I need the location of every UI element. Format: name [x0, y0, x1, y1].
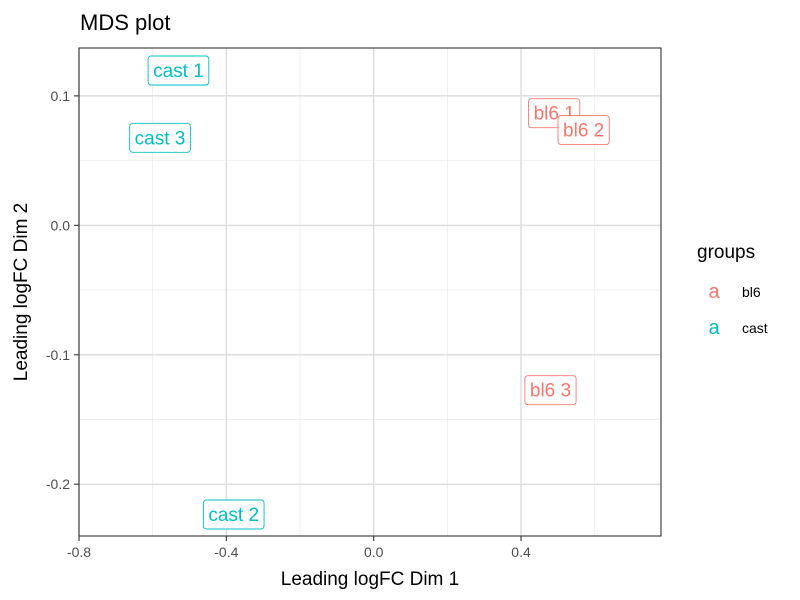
x-tick-label: -0.8	[67, 544, 91, 560]
legend: groups a bl6 a cast	[697, 242, 768, 339]
legend-entries: a bl6 a cast	[708, 281, 767, 339]
panel-border	[78, 47, 662, 537]
legend-key-glyph: a	[708, 281, 720, 303]
y-axis: -0.2 -0.1 0.0 0.1	[46, 88, 79, 492]
x-axis-title: Leading logFC Dim 1	[281, 569, 459, 590]
point-label-text: cast 2	[208, 505, 259, 526]
x-axis: -0.8 -0.4 0.0 0.4	[67, 536, 531, 560]
point-label-box	[524, 375, 577, 406]
x-tick-label: 0.0	[364, 544, 384, 560]
point-label-box	[147, 55, 210, 86]
y-tick-label: -0.2	[46, 476, 70, 492]
point-label: cast 2	[202, 499, 265, 530]
chart-title: MDS plot	[80, 10, 170, 35]
legend-title: groups	[697, 242, 755, 263]
point-label-text: cast 1	[153, 61, 204, 82]
point-label-box	[129, 122, 191, 153]
point-label: cast 1	[147, 55, 210, 86]
x-tick-label: 0.4	[511, 544, 531, 560]
point-label: bl6 3	[524, 375, 577, 406]
y-tick-label: 0.0	[51, 217, 71, 233]
point-label-text: cast 3	[135, 128, 186, 149]
point-label-text: bl6 3	[530, 381, 571, 402]
y-axis-title: Leading logFC Dim 2	[11, 203, 32, 381]
point-label-box	[202, 499, 265, 530]
legend-key-glyph: a	[708, 317, 720, 339]
point-label-box	[557, 115, 610, 145]
y-tick-label: 0.1	[51, 88, 71, 104]
y-tick-label: -0.1	[46, 347, 70, 363]
legend-entry-label: bl6	[742, 284, 761, 300]
x-tick-label: -0.4	[214, 544, 238, 560]
point-label-text: bl6 2	[563, 121, 604, 142]
point-label: bl6 2	[557, 115, 610, 145]
point-label: cast 3	[129, 122, 191, 153]
legend-entry-label: cast	[742, 320, 768, 336]
